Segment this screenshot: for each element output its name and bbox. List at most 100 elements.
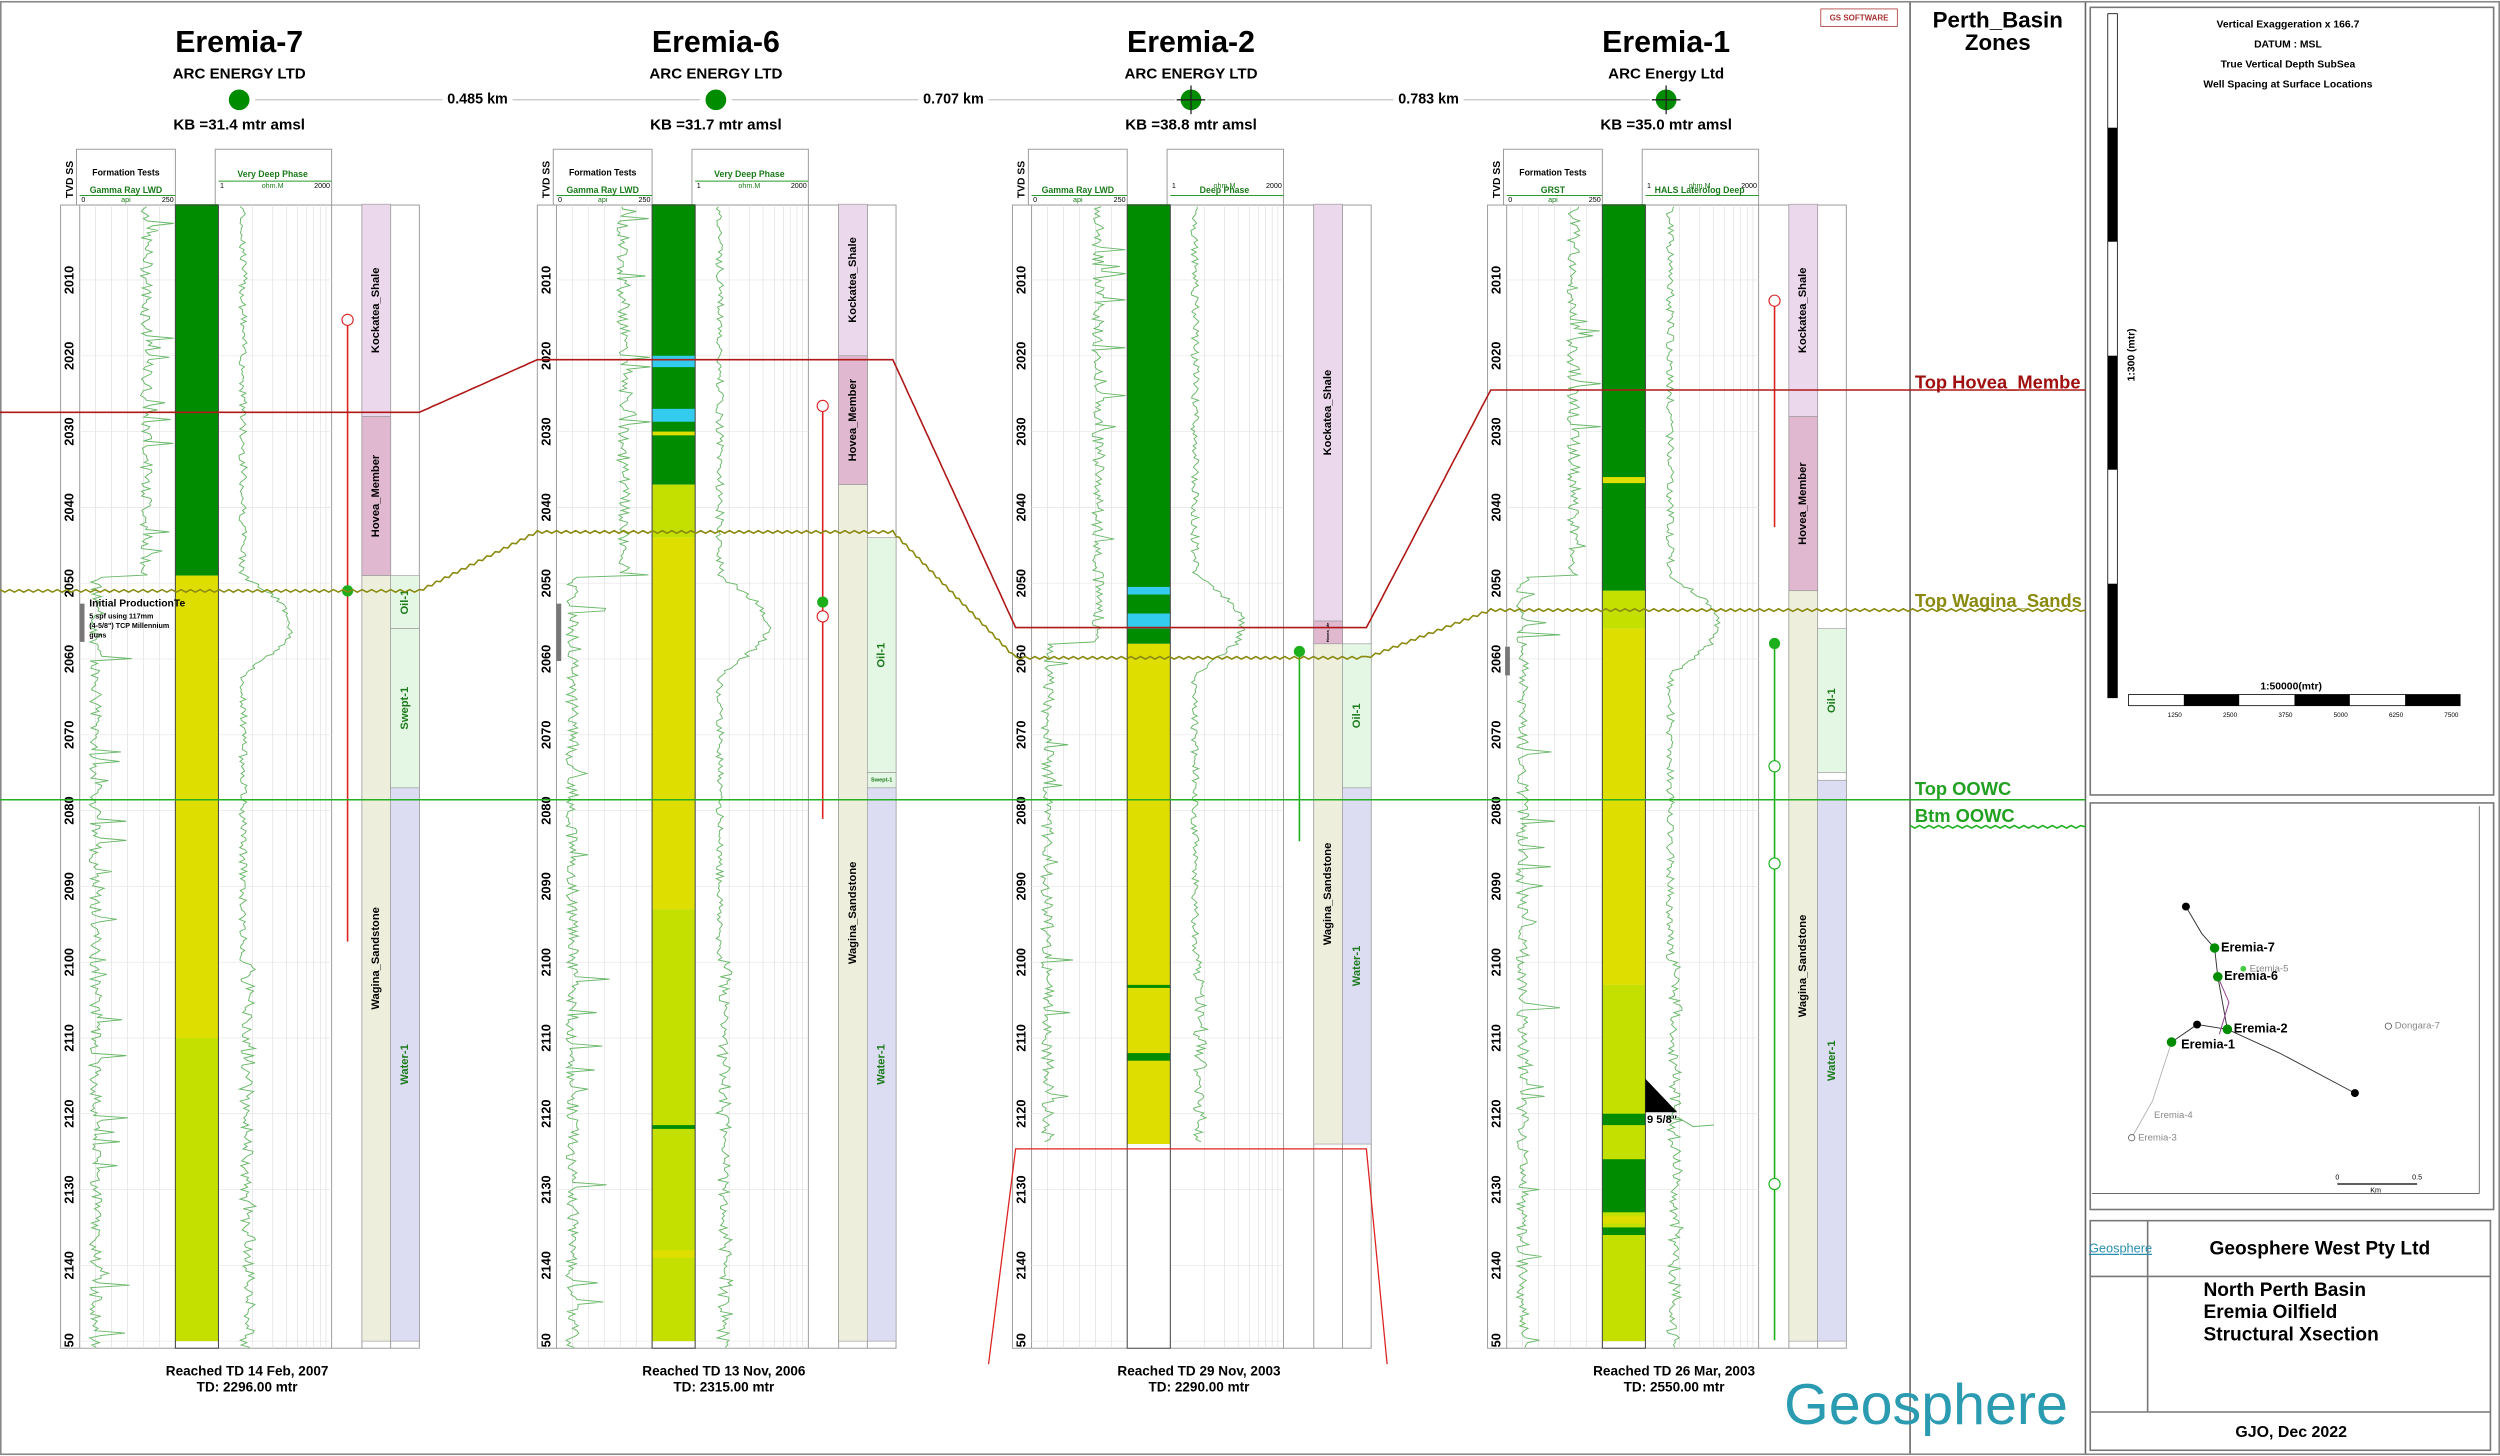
- header-box: [1166, 148, 1284, 206]
- note: guns: [89, 631, 106, 639]
- lithology: [652, 484, 696, 538]
- depth-label: 2100: [538, 948, 553, 976]
- depth-label: 2110: [62, 1024, 77, 1052]
- map-well: [2209, 943, 2220, 953]
- well-company: ARC ENERGY LTD: [649, 65, 782, 82]
- title-line: Structural Xsection: [2203, 1325, 2378, 1346]
- lithology: [652, 537, 696, 910]
- td-date: Reached TD 29 Nov, 2003: [1117, 1364, 1281, 1379]
- res-unit: ohm.M: [262, 182, 284, 190]
- depth-label: 50: [538, 1333, 553, 1347]
- lithology-frame: [174, 204, 219, 1349]
- h-scale-tick: 7500: [2444, 712, 2459, 719]
- v-scale-seg: [2107, 355, 2118, 470]
- depth-label: 2110: [538, 1024, 553, 1052]
- lithology: [1602, 1227, 1646, 1236]
- well-kb: KB =31.7 mtr amsl: [650, 116, 782, 133]
- res-unit: ohm.M: [738, 182, 760, 190]
- depth-label: 2120: [538, 1100, 553, 1128]
- depth-label: 2090: [62, 872, 77, 900]
- h-scale-seg: [2405, 694, 2461, 706]
- note: Initial ProductionTe: [89, 598, 185, 609]
- gr-min: 0: [1033, 196, 1037, 204]
- gr-header: Gamma Ray LWD: [566, 185, 638, 195]
- lithology: [1127, 613, 1171, 629]
- well-symbol: [228, 89, 250, 111]
- fluid: [1342, 643, 1372, 789]
- note: 5 spf using 117mm: [89, 612, 153, 620]
- map-well-label: Eremia-4: [2154, 1110, 2193, 1121]
- lithology: [1127, 204, 1171, 644]
- gr-min: 0: [81, 196, 85, 204]
- depth-label: 2020: [62, 342, 77, 370]
- h-scale-tick: 2500: [2223, 712, 2238, 719]
- depth-label: 2020: [1489, 342, 1504, 370]
- depth-label: 2120: [1489, 1100, 1504, 1128]
- gr-min: 0: [1508, 196, 1512, 204]
- fluid: [1342, 787, 1372, 1145]
- spacing-bg: [918, 90, 989, 110]
- depth-label: 2090: [1489, 872, 1504, 900]
- marker-label: Top Hovea_Membe: [1915, 371, 2081, 392]
- res-header: HALS Laterolog Deep: [1655, 185, 1745, 195]
- fluid: [390, 787, 420, 1342]
- h-scale-tick: 3750: [2278, 712, 2293, 719]
- depth-header: TVD SS: [542, 161, 553, 199]
- track-frame: [60, 204, 420, 1349]
- td-depth: TD: 2550.00 mtr: [1624, 1380, 1726, 1395]
- depth-label: 2060: [1489, 645, 1504, 673]
- map-scale-label: 0.5: [2412, 1174, 2422, 1182]
- test-point: [817, 596, 829, 608]
- scale-note: DATUM : MSL: [2254, 40, 2322, 51]
- zone: [1313, 643, 1343, 1145]
- title-author: GJO, Dec 2022: [2235, 1424, 2347, 1441]
- test-point: [1768, 294, 1781, 307]
- depth-label: 50: [1489, 1333, 1504, 1347]
- fluid-label: Water-1: [399, 1044, 411, 1085]
- map-well: [2166, 1037, 2177, 1047]
- perf-mark: [556, 603, 562, 662]
- fluid: [867, 537, 897, 773]
- depth-label: 2050: [1013, 569, 1028, 597]
- h-scale-seg: [2183, 694, 2240, 706]
- zones-subtitle: Zones: [1965, 30, 2031, 55]
- spacing-bg: [1393, 90, 1464, 110]
- v-scale-seg: [2107, 583, 2118, 698]
- tests-header: Formation Tests: [92, 167, 160, 177]
- zone-label: Kockatea_Shale: [370, 267, 382, 353]
- td-line: [987, 1148, 1388, 1365]
- title-logo: Geosphere: [2089, 1241, 2152, 1256]
- lithology: [652, 204, 696, 485]
- zone-label: Hovea_Member: [370, 454, 382, 537]
- zone: [361, 575, 391, 1342]
- res-curve: [237, 206, 294, 1348]
- depth-label: 2020: [538, 342, 553, 370]
- depth-header: TVD SS: [65, 161, 76, 199]
- zone-label: Hovea_Member: [847, 378, 859, 461]
- depth-label: 2100: [62, 948, 77, 976]
- lithology: [1602, 1216, 1646, 1224]
- depth-label: 2130: [1489, 1175, 1504, 1203]
- well-symbol: [705, 89, 727, 111]
- lithology-frame: [1601, 204, 1646, 1349]
- well-name: Eremia-1: [1602, 26, 1730, 59]
- depth-label: 2050: [1489, 569, 1504, 597]
- fluid: [390, 575, 420, 629]
- zone-label: Kockatea_Shale: [847, 237, 859, 323]
- gr-unit: api: [598, 196, 608, 204]
- fluid-label: Water-1: [1351, 946, 1363, 987]
- map-well-label: Dongara-7: [2395, 1021, 2440, 1032]
- header-box: [691, 148, 809, 206]
- fluid-label: Oil-1: [876, 643, 888, 668]
- track-frame: [536, 204, 897, 1349]
- depth-label: 2120: [62, 1100, 77, 1128]
- test-point: [341, 585, 354, 597]
- map-td: [2193, 1020, 2202, 1029]
- depth-label: 2030: [62, 417, 77, 445]
- lithology: [175, 1037, 219, 1342]
- depth-label: 2010: [1489, 266, 1504, 294]
- depth-label: 50: [62, 1333, 77, 1347]
- test-point: [341, 313, 354, 326]
- res-min: 1: [697, 182, 701, 190]
- td-depth: TD: 2296.00 mtr: [197, 1380, 299, 1395]
